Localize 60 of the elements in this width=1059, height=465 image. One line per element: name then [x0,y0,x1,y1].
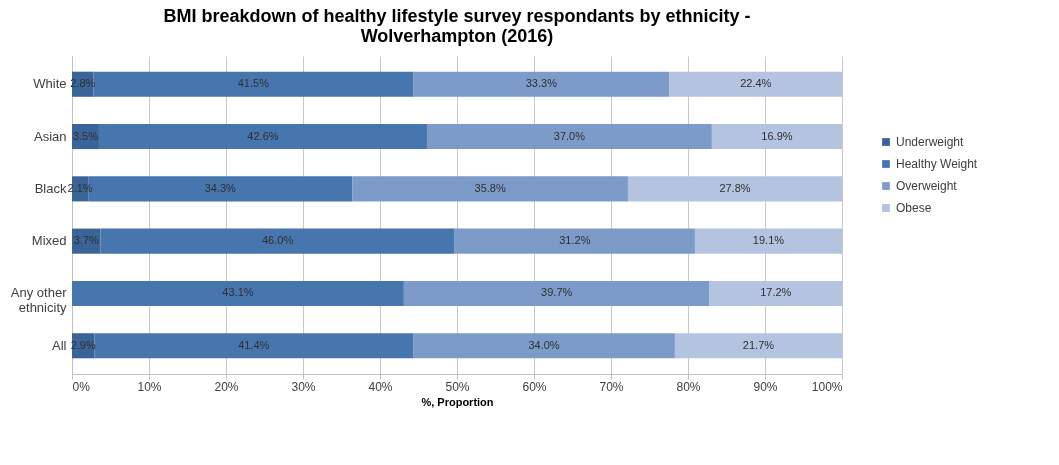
bar [94,333,414,359]
data-label: 31.2% [559,234,591,247]
bar [709,280,842,307]
legend-label: Underweight [896,135,965,149]
bar [711,123,842,150]
data-label: 37.0% [553,129,586,142]
bar [674,333,842,359]
data-label: 39.7% [541,286,573,299]
y-tick-label: Black [34,180,67,196]
data-label: 16.9% [761,129,793,142]
data-label: 27.8% [719,181,751,194]
data-label: 3.5% [72,129,99,142]
x-tick-label: 80% [676,379,701,394]
x-tick-label: 70% [599,379,624,394]
y-tick-label: Asian [33,128,67,144]
data-label: 33.3% [525,77,558,90]
y-tick-label: Mixed [31,233,67,249]
x-tick-label: 10% [137,379,162,394]
bar [98,123,427,150]
data-label: 42.6% [247,129,279,142]
bar [426,123,712,150]
data-label: 3.7% [73,234,99,247]
x-tick-label: 30% [291,379,316,394]
data-label: 41.5% [237,77,270,90]
bar [100,228,455,254]
y-tick-label: All [52,337,67,353]
data-label: 19.1% [752,234,785,247]
x-tick-label: 100% [811,379,843,394]
bar [352,176,628,202]
bar [454,228,695,254]
bar [403,280,710,307]
data-label: 35.8% [474,181,506,194]
y-tick-label: Any other ethnicity [10,285,68,316]
legend-label: Obese [896,201,932,215]
x-tick-label: 60% [522,379,547,394]
x-axis-title: %, Proportion [421,395,494,408]
bar [413,333,675,359]
bar [627,176,842,202]
bar [694,228,842,254]
bar [72,280,404,307]
legend-label: Healthy Weight [896,157,978,171]
chart-title: BMI breakdown of healthy lifestyle survey respondants by ethnicity - Wolverhampton (2016) [163,6,751,46]
data-label: 41.4% [238,338,270,351]
data-label: 17.2% [760,286,792,299]
y-tick-label: White [33,76,67,92]
data-label: 43.1% [222,286,254,299]
x-tick-label: 90% [753,379,778,394]
data-label: 34.0% [528,338,560,351]
x-tick-label: 40% [368,379,393,394]
legend-label: Overweight [896,179,958,193]
data-label: 22.4% [740,77,772,90]
data-label: 21.7% [742,338,775,351]
x-tick-label: 0% [72,379,91,394]
data-label: 46.0% [261,234,294,247]
x-tick-label: 20% [214,379,239,394]
bar [413,71,670,97]
data-label: 34.3% [204,181,237,194]
bar [93,71,414,97]
x-tick-label: 50% [445,379,470,394]
bar [669,71,842,97]
